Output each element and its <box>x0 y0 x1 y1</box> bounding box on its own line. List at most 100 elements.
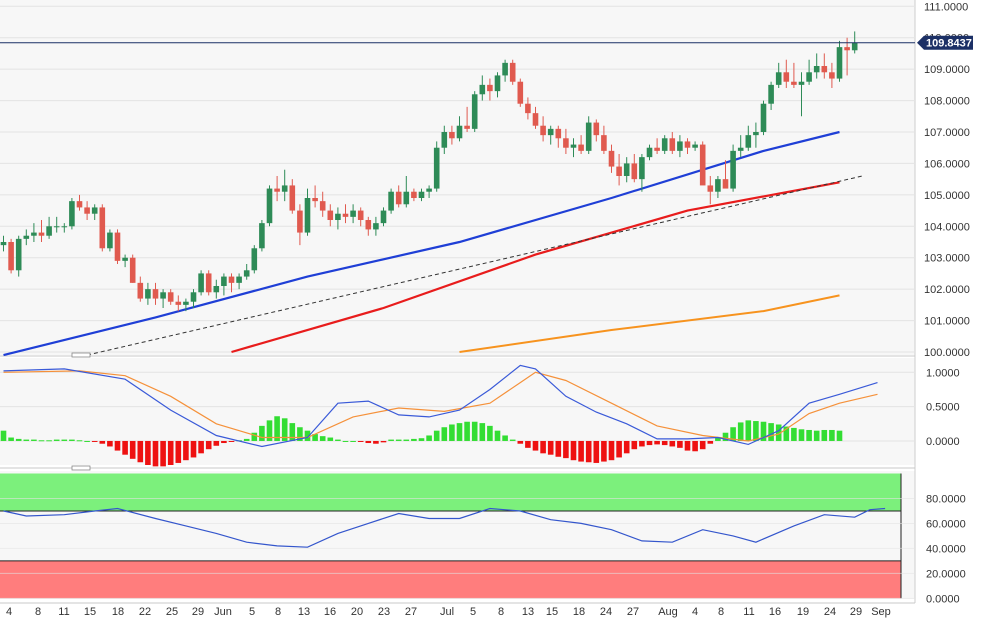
candle-body <box>707 185 714 192</box>
candle-body <box>388 191 394 211</box>
histogram-bar <box>555 440 562 457</box>
histogram-bar <box>517 440 524 444</box>
histogram-bar <box>616 440 622 458</box>
panel-resize-handle[interactable] <box>71 352 91 358</box>
candle-body <box>152 289 159 299</box>
rsi-tick-label: 40.0000 <box>926 543 966 555</box>
histogram-bar <box>502 435 508 441</box>
histogram-bar <box>15 438 22 441</box>
histogram-bar <box>327 437 334 441</box>
price-tick-label: 101.0000 <box>924 316 970 328</box>
histogram-bar <box>53 439 60 441</box>
price-tick-label: 103.0000 <box>924 253 970 265</box>
candle-body <box>411 191 417 198</box>
candle-body <box>319 201 326 211</box>
candle-body <box>730 150 736 189</box>
candle-body <box>76 201 83 208</box>
candle-body <box>775 72 782 85</box>
candle-body <box>487 84 493 92</box>
histogram-bar <box>411 438 417 441</box>
histogram-bar <box>798 429 805 441</box>
histogram-bar <box>365 440 372 444</box>
histogram-bar <box>631 440 638 450</box>
histogram-bar <box>198 440 204 454</box>
candle-body <box>661 138 668 151</box>
candle-body <box>684 141 691 148</box>
histogram-bar <box>221 440 227 444</box>
last-price-badge <box>917 35 973 50</box>
histogram-bar <box>829 429 835 441</box>
candle-body <box>532 113 539 126</box>
candle-body <box>266 188 273 224</box>
candle-body <box>281 185 288 192</box>
candle-body <box>190 292 197 302</box>
candle-body <box>8 242 14 271</box>
histogram-bar <box>167 440 174 465</box>
x-tick-label: 18 <box>573 606 585 618</box>
x-tick-label: 29 <box>850 606 862 618</box>
histogram-bar <box>456 423 463 441</box>
histogram-bar <box>692 440 698 452</box>
x-tick-label: 15 <box>546 606 558 618</box>
candle-body <box>297 210 303 233</box>
oscillator-panel-bg <box>0 358 915 465</box>
candle-body <box>365 220 372 230</box>
x-tick-label: Jul <box>440 606 454 618</box>
candle-body <box>798 81 805 85</box>
histogram-bar <box>84 440 90 442</box>
price-tick-label: 104.0000 <box>924 221 970 233</box>
histogram-bar <box>525 440 531 448</box>
candle-body <box>768 84 774 104</box>
x-tick-label: 18 <box>112 606 124 618</box>
candle-body <box>107 232 113 249</box>
histogram-bar <box>129 440 136 459</box>
histogram-bar <box>297 427 303 441</box>
histogram-bar <box>395 439 402 441</box>
histogram-bar <box>380 440 387 443</box>
candle-body <box>464 125 470 129</box>
histogram-bar <box>509 439 516 441</box>
candle-body <box>639 157 645 180</box>
x-tick-label: 11 <box>58 606 69 618</box>
x-tick-label: 25 <box>166 606 178 618</box>
candle-body <box>137 282 144 299</box>
candle-body <box>395 191 402 205</box>
histogram-bar <box>646 440 653 446</box>
candle-body <box>578 144 584 151</box>
histogram-bar <box>813 430 820 441</box>
histogram-bar <box>99 440 106 444</box>
histogram-bar <box>357 440 364 442</box>
histogram-bar <box>760 421 767 441</box>
rsi-tick-label: 80.0000 <box>926 493 966 505</box>
histogram-bar <box>107 440 113 447</box>
x-tick-label: Jun <box>214 606 232 618</box>
x-tick-label: 8 <box>275 606 281 618</box>
candle-body <box>692 144 698 148</box>
histogram-bar <box>23 439 30 441</box>
candle-body <box>813 66 820 73</box>
candle-body <box>517 81 524 104</box>
overbought-zone <box>0 473 901 511</box>
candle-body <box>585 122 592 151</box>
candle-body <box>236 276 242 283</box>
histogram-bar <box>190 440 197 458</box>
histogram-bar <box>61 439 68 441</box>
candle-body <box>61 226 68 228</box>
candle-body <box>851 42 858 51</box>
histogram-bar <box>532 440 539 451</box>
candle-body <box>91 207 98 214</box>
candle-body <box>593 122 600 136</box>
candle-body <box>616 166 622 176</box>
oversold-zone <box>0 560 901 599</box>
candle-body <box>646 147 653 158</box>
histogram-bar <box>8 437 14 441</box>
candle-body <box>547 128 554 136</box>
x-tick-label: 24 <box>824 606 836 618</box>
panel-resize-handle[interactable] <box>71 465 91 471</box>
histogram-bar <box>479 423 486 441</box>
histogram-bar <box>737 422 744 441</box>
ma-orange-line <box>459 294 840 353</box>
candle-body <box>342 213 349 217</box>
candle-body <box>114 232 121 261</box>
